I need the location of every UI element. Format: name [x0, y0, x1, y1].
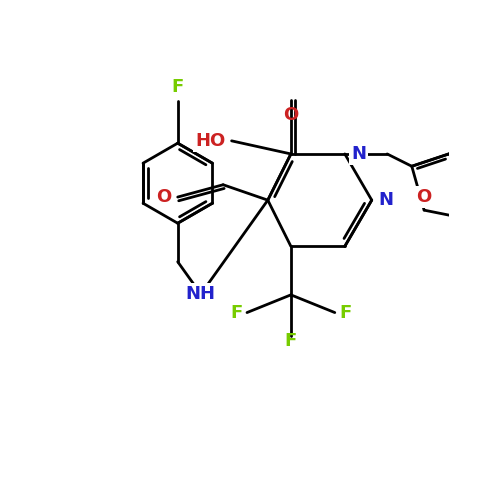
Text: O: O	[284, 106, 298, 124]
Text: N: N	[378, 191, 393, 209]
Text: O: O	[416, 188, 432, 206]
Text: F: F	[172, 78, 184, 96]
Text: F: F	[230, 304, 242, 322]
Text: O: O	[156, 188, 172, 206]
Text: F: F	[285, 332, 297, 350]
Text: HO: HO	[195, 132, 226, 150]
Text: NH: NH	[186, 285, 216, 303]
Text: N: N	[351, 145, 366, 163]
Text: F: F	[340, 304, 351, 322]
